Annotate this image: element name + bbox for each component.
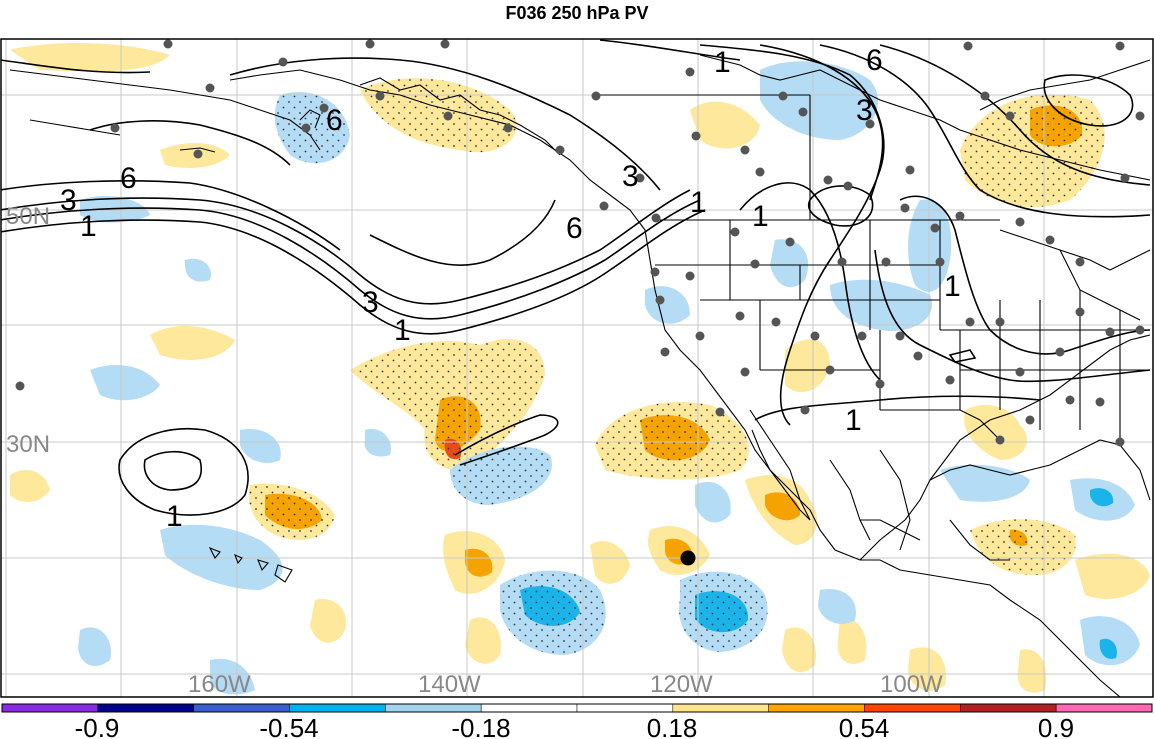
pv-contours: [1, 39, 1151, 516]
contour-label: 6: [866, 44, 883, 77]
lat-lon-grid: [1, 39, 1153, 697]
lat-label-50n: 50N: [6, 203, 50, 230]
contour-label: 1: [690, 186, 707, 219]
colorbar-segment: [1055, 703, 1153, 713]
colorbar-labels: -0.9 -0.54 -0.18 0.18 0.54 0.9: [75, 713, 1074, 739]
contour-labels: 6 3 1 6 3 1 6 3 1 6 3 1 1 1 1 1: [60, 44, 961, 533]
colorbar-segment: [480, 703, 578, 713]
lon-label-140w: 140W: [418, 671, 481, 698]
contour-label: 6: [566, 212, 583, 245]
contour-label: 6: [120, 162, 137, 195]
lat-label-30n: 30N: [6, 431, 50, 458]
contour-label: 3: [60, 184, 77, 217]
contour-label: 1: [714, 46, 731, 79]
contour-label: 1: [845, 404, 862, 437]
colorbar-segment: [576, 703, 674, 713]
colorbar-label: -0.9: [75, 713, 120, 739]
colorbar-segment: [960, 703, 1057, 713]
colorbar-segment: [864, 703, 961, 713]
colorbar-label: -0.18: [451, 713, 510, 739]
colorbar-label: 0.9: [1038, 713, 1074, 739]
lon-label-100w: 100W: [880, 671, 943, 698]
lon-label-120w: 120W: [650, 671, 713, 698]
contour-label: 1: [80, 210, 97, 243]
colorbar-segment: [97, 703, 194, 713]
contour-label: 3: [362, 286, 379, 319]
colorbar: [1, 703, 1153, 713]
coastlines-borders: [9, 54, 1151, 697]
colorbar-frame: [1, 703, 1153, 713]
contour-label: 6: [326, 104, 343, 137]
colorbar-segment: [1, 703, 99, 713]
point-marker: [680, 550, 696, 566]
colorbar-segment: [768, 703, 865, 713]
colorbar-segment: [193, 703, 290, 713]
colorbar-segment: [385, 703, 482, 713]
colorbar-label: 0.54: [839, 713, 890, 739]
pv-anomaly-fill: [10, 43, 1150, 695]
contour-label: 1: [944, 270, 961, 303]
contour-label: 3: [856, 94, 873, 127]
contour-label: 1: [394, 314, 411, 347]
colorbar-label: 0.18: [647, 713, 698, 739]
colorbar-label: -0.54: [259, 713, 318, 739]
lon-label-160w: 160W: [188, 671, 251, 698]
contour-label: 1: [166, 500, 183, 533]
map-title: F036 250 hPa PV: [505, 3, 649, 23]
colorbar-segment: [289, 703, 386, 713]
map-frame: [0, 38, 1154, 698]
colorbar-segment: [672, 703, 769, 713]
contour-label: 1: [752, 200, 769, 233]
station-dots: [15, 39, 1145, 447]
contour-label: 3: [622, 160, 639, 193]
